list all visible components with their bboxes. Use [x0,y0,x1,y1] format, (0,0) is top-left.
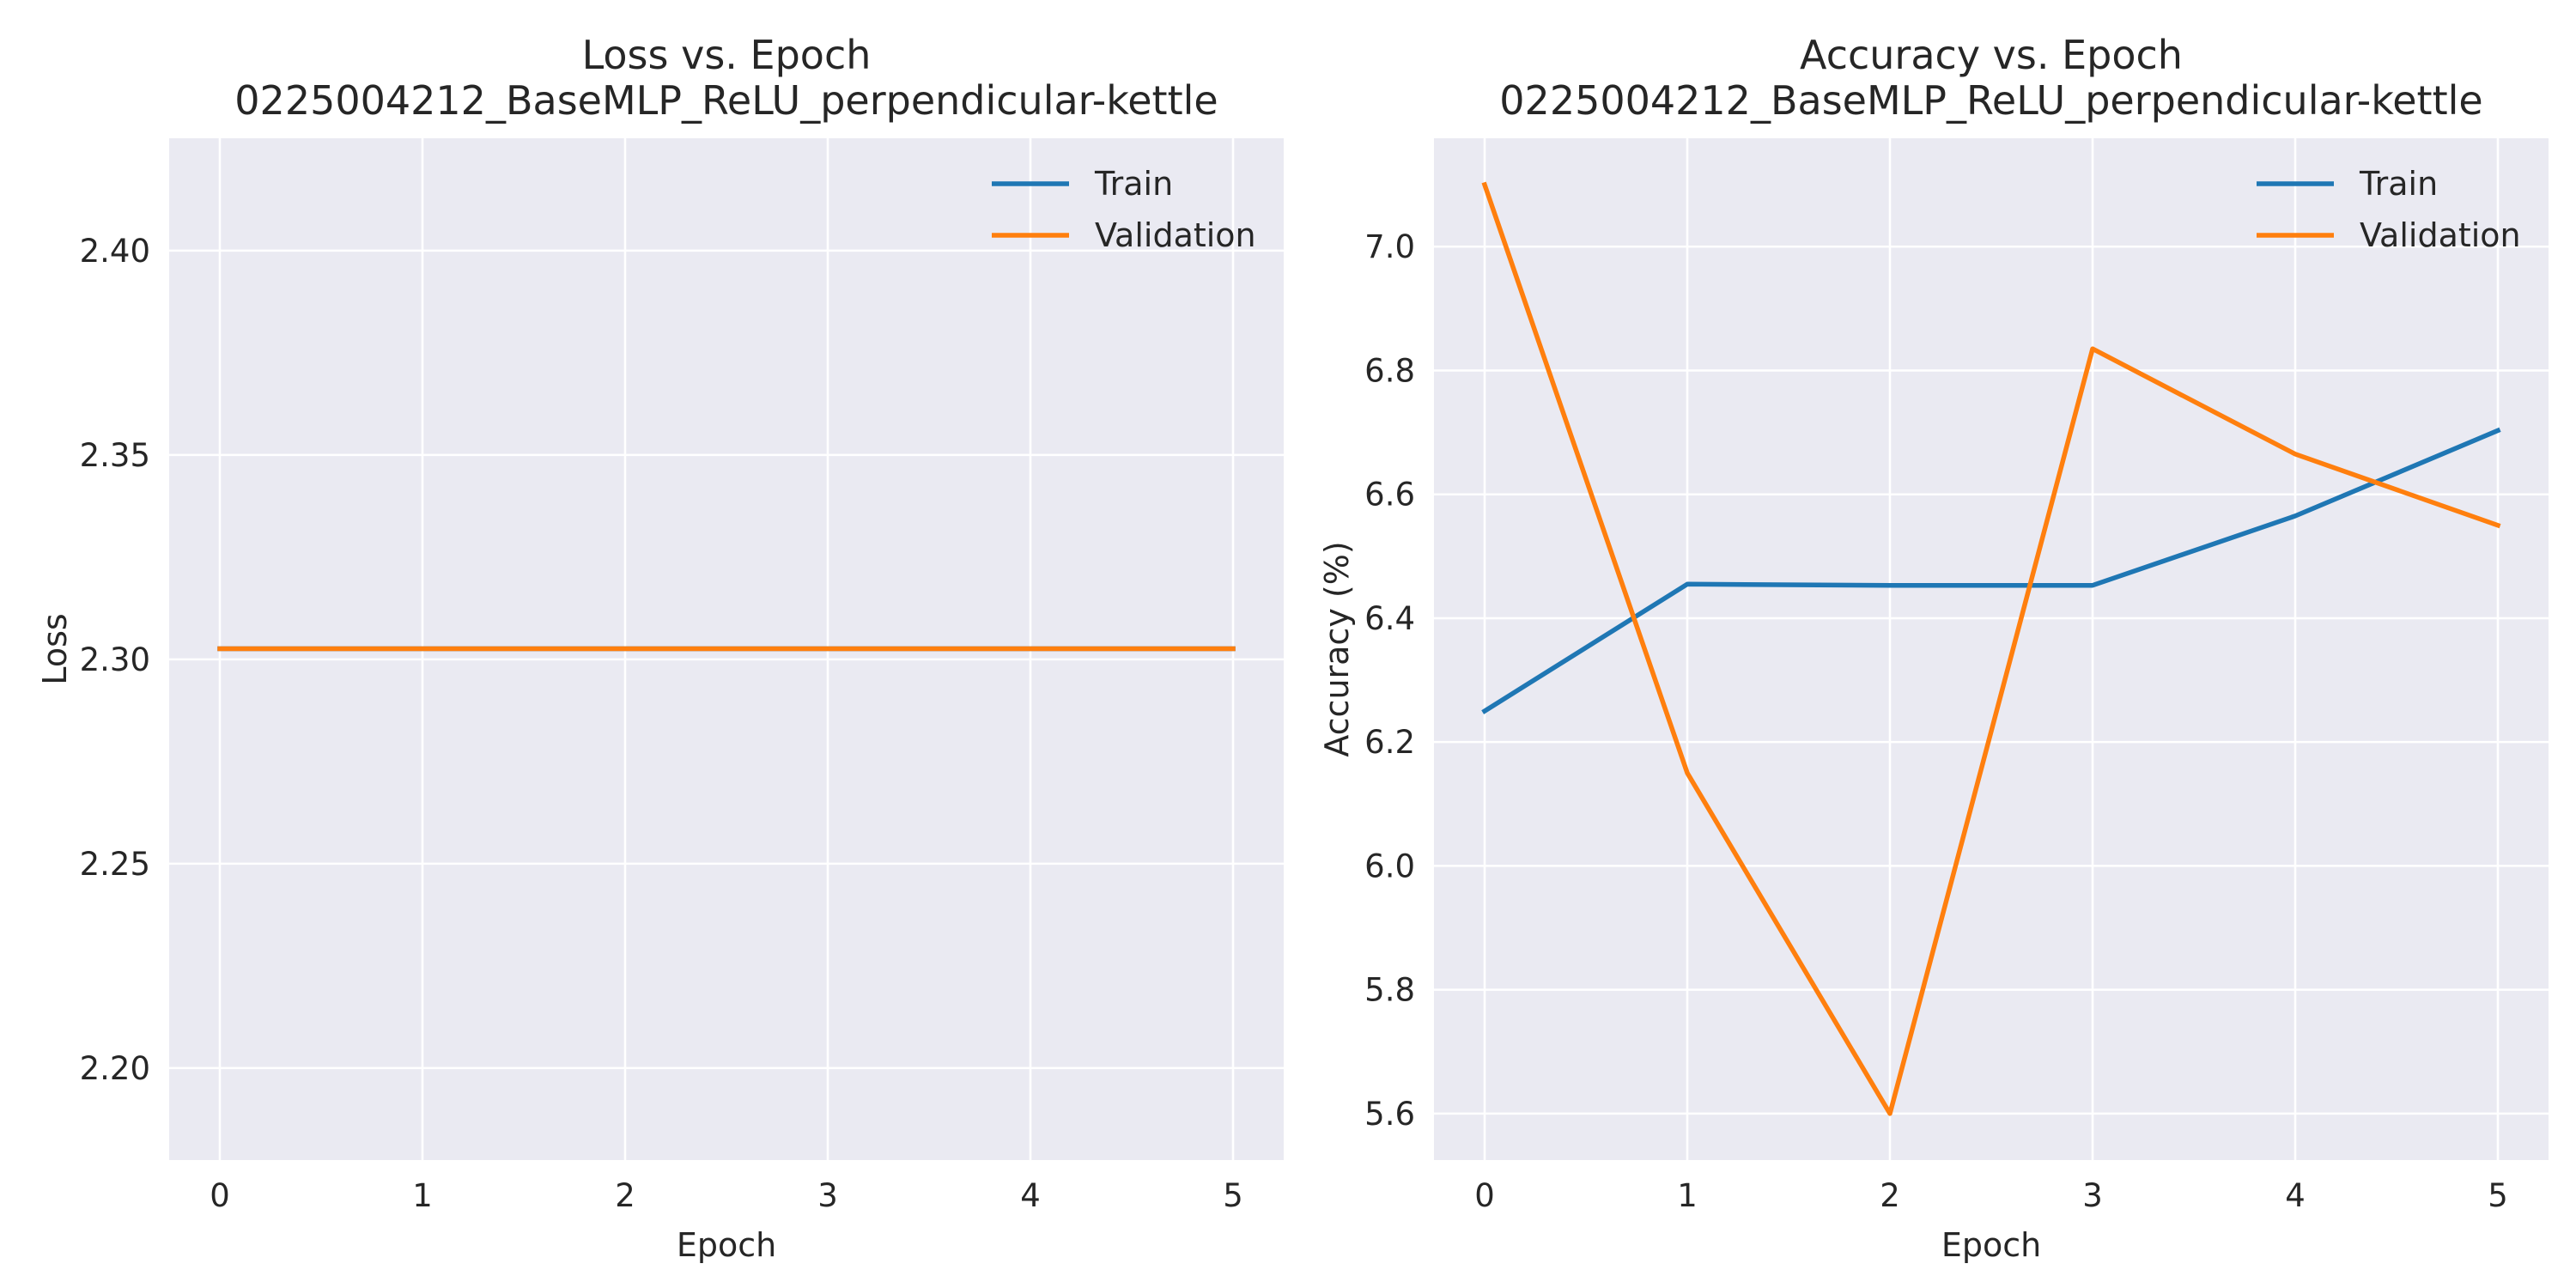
series-line-train [1481,427,2501,714]
y-tick-label: 6.4 [1364,600,1415,637]
y-tick-label: 5.6 [1364,1096,1415,1133]
x-tick-label: 0 [210,1177,230,1214]
x-tick-label: 4 [1020,1177,1041,1214]
y-axis-label: Loss [36,613,74,684]
chart-panel-loss: 0 1 2 3 4 5 2.20 2.25 2.30 2.35 2.40 Epoch Loss Loss … [36,32,1284,1264]
x-tick-label: 5 [2488,1177,2508,1214]
chart-title: Loss vs. Epoch [582,32,872,78]
y-tick-label: 2.30 [80,641,150,678]
y-axis-label: Accuracy (%) [1318,541,1356,756]
chart-subtitle: 0225004212_BaseMLP_ReLU_perpendicular-ke… [1499,77,2482,124]
series-line-validation [1481,181,2501,1116]
y-tick-label: 6.6 [1364,477,1415,513]
y-tick-label: 6.0 [1364,848,1415,884]
x-tick-label: 2 [1880,1177,1900,1214]
x-axis-label: Epoch [677,1226,776,1264]
legend-label-train: Train [2359,165,2438,203]
x-tick-label: 3 [2082,1177,2103,1214]
legend-label-train: Train [1094,165,1173,203]
x-tick-label: 1 [412,1177,433,1214]
y-tick-label: 6.2 [1364,724,1415,761]
x-tick-label: 5 [1223,1177,1243,1214]
chart-subtitle: 0225004212_BaseMLP_ReLU_perpendicular-ke… [234,77,1218,124]
y-tick-label: 2.25 [80,846,150,883]
legend-label-validation: Validation [2360,216,2521,254]
legend: Train Validation [2257,165,2521,254]
legend: Train Validation [992,165,1256,254]
y-tick-label: 2.20 [80,1050,150,1087]
plot-area [1434,138,2549,1160]
y-tick-label: 7.0 [1364,228,1415,265]
y-tick-label: 5.8 [1364,972,1415,1009]
x-tick-label: 3 [817,1177,838,1214]
y-tick-label: 2.40 [80,233,150,270]
x-tick-label: 1 [1677,1177,1698,1214]
y-tick-label: 2.35 [80,437,150,474]
y-tick-label: 6.8 [1364,352,1415,389]
x-tick-label: 0 [1474,1177,1495,1214]
legend-label-validation: Validation [1095,216,1256,254]
chart-panel-accuracy: 0 1 2 3 4 5 5.6 5.8 6.0 6.2 6.4 6.6 6.8 7.0 Epoch Accur… [1318,32,2549,1264]
x-axis-label: Epoch [1941,1226,2041,1264]
x-tick-label: 4 [2285,1177,2306,1214]
chart-title: Accuracy vs. Epoch [1800,32,2183,78]
x-tick-label: 2 [615,1177,635,1214]
